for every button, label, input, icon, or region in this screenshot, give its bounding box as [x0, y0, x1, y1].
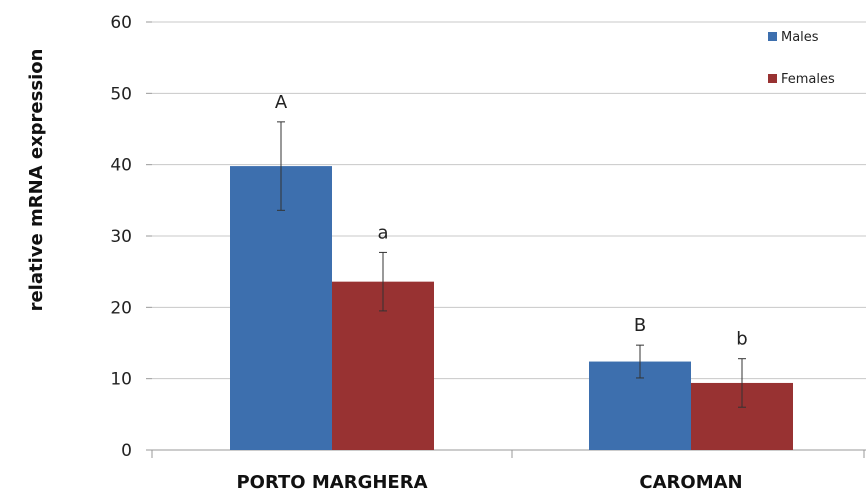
bar-males-0 [230, 166, 332, 451]
legend-swatch-females [768, 74, 777, 83]
category-label: CAROMAN [639, 472, 742, 493]
legend-label-males: Males [781, 30, 819, 45]
significance-label: a [377, 222, 388, 243]
y-tick-label: 50 [110, 84, 132, 104]
y-axis-label: relative mRNA expression [26, 49, 47, 312]
y-tick-label: 10 [110, 370, 132, 390]
y-tick-label: 30 [110, 227, 132, 247]
legend-label-females: Females [781, 72, 835, 87]
x-axis-categories: PORTO MARGHERA CAROMAN [236, 472, 742, 493]
significance-label: A [275, 92, 288, 113]
bars: Aa Bb [230, 92, 793, 451]
significance-label: b [736, 329, 747, 350]
y-tick-label: 0 [121, 441, 132, 461]
y-axis-ticks: 0 10 20 30 40 50 60 [110, 13, 152, 461]
significance-label: B [634, 315, 646, 336]
legend-swatch-males [768, 32, 777, 41]
legend: Males Females [768, 30, 835, 87]
y-tick-label: 20 [110, 298, 132, 318]
category-label: PORTO MARGHERA [236, 472, 427, 493]
y-tick-label: 60 [110, 13, 132, 33]
y-tick-label: 40 [110, 156, 132, 176]
